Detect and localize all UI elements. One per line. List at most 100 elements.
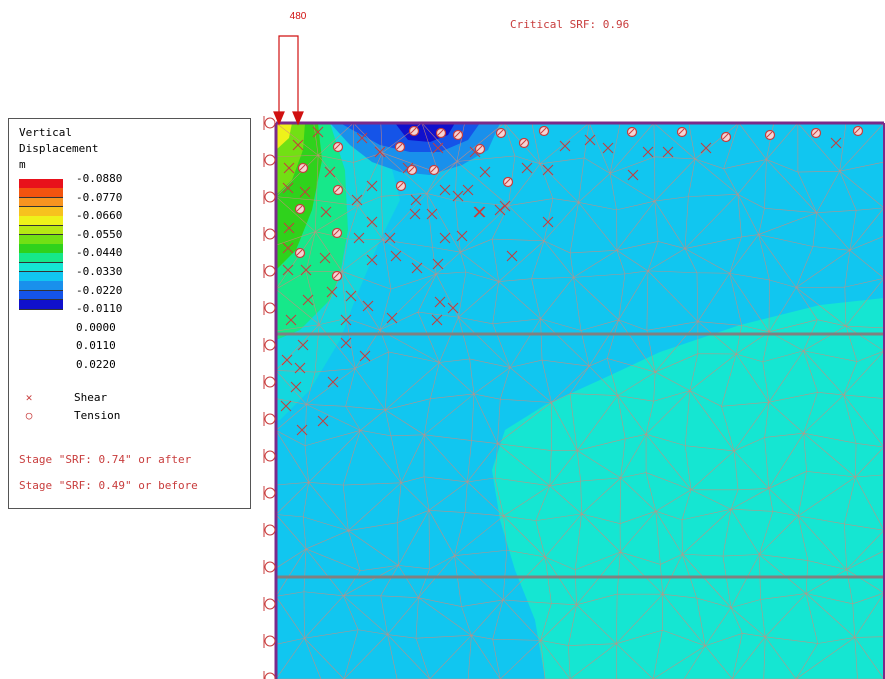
legend-value: 0.0110 bbox=[76, 339, 116, 353]
tension-marker bbox=[332, 141, 344, 153]
legend-title: Vertical Displacement m bbox=[19, 125, 98, 173]
shear-marker bbox=[283, 222, 295, 234]
roller-support bbox=[264, 339, 276, 351]
shear-marker bbox=[627, 169, 639, 181]
tension-marker bbox=[474, 143, 486, 155]
shear-marker bbox=[351, 194, 363, 206]
tension-marker bbox=[852, 125, 864, 137]
shear-marker bbox=[584, 134, 596, 146]
shear-marker bbox=[327, 376, 339, 388]
legend-color-band bbox=[19, 216, 219, 230]
shear-marker bbox=[642, 146, 654, 158]
legend-swatch bbox=[19, 262, 63, 273]
roller-support bbox=[264, 265, 276, 277]
tension-marker-hatch bbox=[504, 178, 511, 185]
shear-marker bbox=[366, 180, 378, 192]
tension-marker bbox=[408, 125, 420, 137]
shear-marker bbox=[462, 184, 474, 196]
shear-marker bbox=[542, 216, 554, 228]
tension-marker-hatch bbox=[397, 182, 404, 189]
legend-value: -0.0330 bbox=[76, 265, 123, 278]
roller-support bbox=[264, 117, 276, 129]
tension-marker-hatch bbox=[333, 272, 340, 279]
shear-marker bbox=[281, 354, 293, 366]
roller-support bbox=[264, 154, 276, 166]
shear-marker bbox=[340, 314, 352, 326]
shear-marker bbox=[506, 250, 518, 262]
contour-heave-zone-4 bbox=[276, 123, 292, 150]
shear-marker bbox=[290, 381, 302, 393]
roller-support bbox=[264, 635, 276, 647]
tension-marker-hatch bbox=[296, 205, 303, 212]
shear-marker bbox=[499, 200, 511, 212]
tension-marker-hatch bbox=[722, 133, 729, 140]
shear-marker bbox=[479, 166, 491, 178]
shear-marker bbox=[830, 137, 842, 149]
shear-marker bbox=[474, 206, 486, 218]
roller-support bbox=[264, 302, 276, 314]
legend-swatch bbox=[19, 299, 63, 310]
distributed-load bbox=[273, 35, 304, 126]
legend-panel: Vertical Displacement m -0.0880 -0.0770 -0… bbox=[8, 118, 251, 509]
legend-value: -0.0660 bbox=[76, 209, 123, 223]
tension-marker bbox=[395, 180, 407, 192]
tension-marker bbox=[676, 126, 688, 138]
shear-marker bbox=[456, 230, 468, 242]
roller-support bbox=[264, 191, 276, 203]
tension-marker-hatch bbox=[299, 164, 306, 171]
legend-color-band bbox=[19, 262, 219, 277]
shear-marker bbox=[296, 424, 308, 436]
legend-shear-label: Shear bbox=[74, 391, 108, 404]
shear-marker bbox=[345, 290, 357, 302]
tension-marker-hatch bbox=[430, 166, 437, 173]
tension-marker bbox=[495, 127, 507, 139]
tension-marker-hatch bbox=[437, 129, 444, 136]
shear-marker bbox=[285, 314, 297, 326]
shear-marker bbox=[439, 184, 451, 196]
tension-marker bbox=[764, 129, 776, 141]
tension-marker bbox=[502, 176, 514, 188]
shear-marker bbox=[366, 254, 378, 266]
tension-marker-hatch bbox=[410, 127, 417, 134]
shear-marker bbox=[317, 415, 329, 427]
tension-marker bbox=[294, 203, 306, 215]
tension-marker-hatch bbox=[396, 143, 403, 150]
shear-marker bbox=[326, 286, 338, 298]
shear-marker bbox=[700, 142, 712, 154]
roller-supports bbox=[263, 116, 276, 679]
legend-color-band bbox=[19, 299, 219, 314]
tension-marker bbox=[332, 184, 344, 196]
shear-marker bbox=[426, 208, 438, 220]
tension-marker-hatch bbox=[628, 128, 635, 135]
legend-tension-label: Tension bbox=[74, 409, 121, 422]
shear-marker bbox=[320, 206, 332, 218]
tension-marker-hatch bbox=[334, 143, 341, 150]
tension-marker-hatch bbox=[766, 131, 773, 138]
shear-marker bbox=[319, 252, 331, 264]
shear-marker bbox=[366, 216, 378, 228]
tension-marker bbox=[331, 270, 343, 282]
legend-value: -0.0110 bbox=[76, 302, 123, 316]
shear-marker bbox=[384, 232, 396, 244]
tension-marker-hatch bbox=[296, 249, 303, 256]
legend-value: -0.0550 bbox=[76, 227, 123, 241]
roller-support bbox=[264, 487, 276, 499]
shear-marker bbox=[292, 139, 304, 151]
tension-marker-hatch bbox=[334, 186, 341, 193]
shear-marker bbox=[494, 204, 506, 216]
tension-marker bbox=[538, 125, 550, 137]
tension-markers bbox=[294, 125, 864, 282]
mesh-lines bbox=[276, 123, 884, 679]
shear-marker bbox=[542, 164, 554, 176]
tension-marker-hatch bbox=[476, 145, 483, 152]
mesh-path bbox=[276, 123, 884, 679]
shear-marker bbox=[559, 140, 571, 152]
shear-markers bbox=[280, 126, 842, 436]
shear-marker bbox=[356, 132, 368, 144]
stage-before-note: Stage "SRF: 0.49" or before bbox=[19, 479, 198, 492]
tension-marker bbox=[810, 127, 822, 139]
tension-marker bbox=[720, 131, 732, 143]
tension-marker-hatch bbox=[812, 129, 819, 136]
shear-marker bbox=[432, 258, 444, 270]
legend-title-line2: Displacement bbox=[19, 142, 99, 155]
